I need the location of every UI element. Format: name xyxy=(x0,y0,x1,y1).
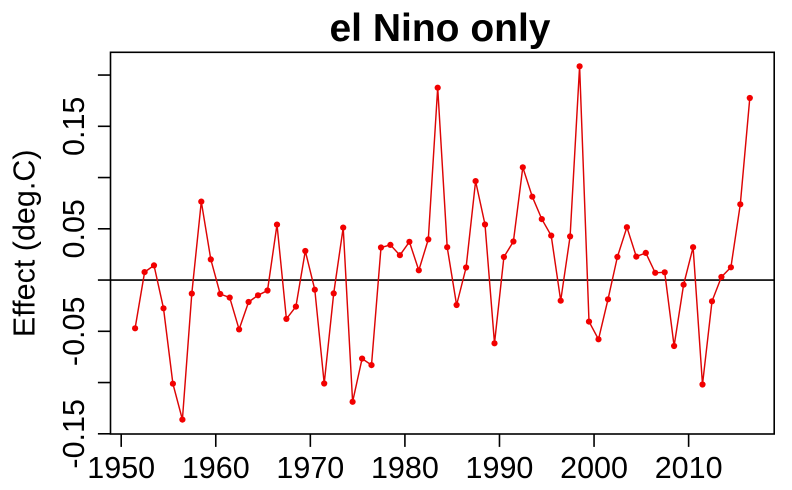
svg-text:1990: 1990 xyxy=(466,451,534,485)
svg-text:1980: 1980 xyxy=(371,451,439,485)
svg-text:0.15: 0.15 xyxy=(57,97,91,156)
svg-text:1970: 1970 xyxy=(276,451,344,485)
svg-text:1960: 1960 xyxy=(182,451,250,485)
svg-text:2000: 2000 xyxy=(560,451,628,485)
svg-text:el Nino only: el Nino only xyxy=(329,7,550,50)
svg-text:1950: 1950 xyxy=(87,451,155,485)
svg-text:-0.05: -0.05 xyxy=(57,297,91,367)
svg-text:-0.15: -0.15 xyxy=(57,399,91,469)
svg-text:2010: 2010 xyxy=(655,451,723,485)
svg-text:0.05: 0.05 xyxy=(57,199,91,258)
svg-text:Effect (deg.C): Effect (deg.C) xyxy=(8,149,42,337)
